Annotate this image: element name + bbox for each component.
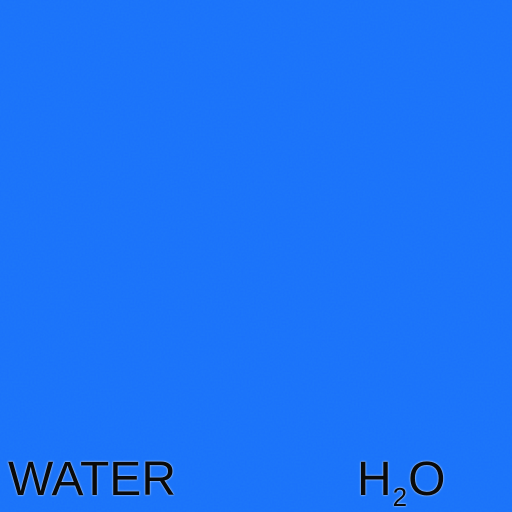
chemical-formula: H2O (357, 453, 446, 511)
formula-tail: O (408, 453, 446, 506)
formula-subscript: 2 (392, 482, 408, 512)
formula-element: H (357, 453, 392, 506)
element-name: WATER (8, 453, 176, 506)
